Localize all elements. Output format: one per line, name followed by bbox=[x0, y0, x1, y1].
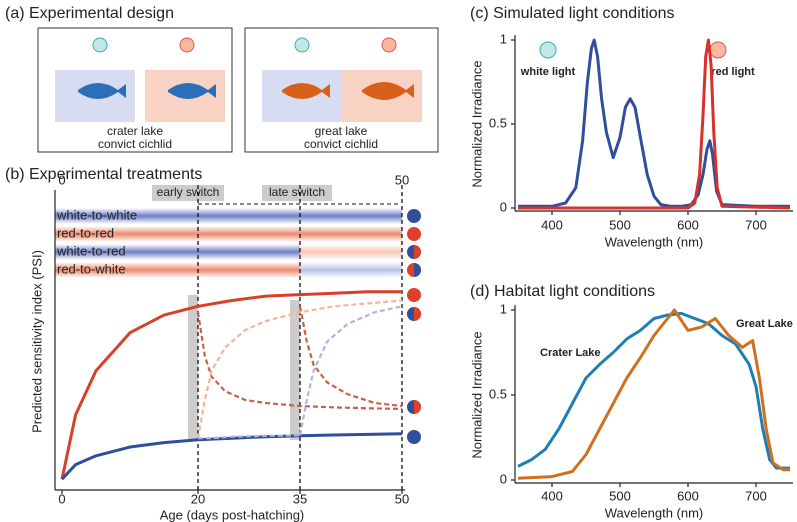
series-line bbox=[60, 432, 403, 481]
x-tick-label: 500 bbox=[609, 488, 631, 503]
group-label: great lake bbox=[315, 124, 368, 138]
annotation: Crater Lake bbox=[540, 347, 601, 359]
x-tick-label: 500 bbox=[609, 217, 631, 232]
series-line bbox=[518, 38, 790, 208]
y-tick-label: 1 bbox=[500, 31, 507, 46]
series-line bbox=[60, 290, 402, 480]
treatment-label: red-to-white bbox=[57, 261, 126, 276]
series-line bbox=[517, 311, 790, 470]
switch-band bbox=[290, 300, 300, 440]
design bbox=[37, 27, 439, 153]
panel-title: (a) Experimental design bbox=[5, 5, 174, 22]
treatment-label: white-to-white bbox=[56, 207, 137, 222]
switch-band bbox=[188, 295, 198, 440]
series-line bbox=[518, 38, 791, 210]
series-line bbox=[517, 308, 790, 480]
y-tick-label: 0.5 bbox=[489, 386, 507, 401]
x-tick-label: 400 bbox=[541, 217, 563, 232]
x-tick-label: 700 bbox=[745, 217, 767, 232]
y-tick-label: 0.5 bbox=[489, 115, 507, 130]
x-tick-label: 600 bbox=[677, 217, 699, 232]
group-label: crater lake bbox=[107, 124, 163, 138]
top-tick-label: 50 bbox=[395, 172, 409, 187]
annotation: Great Lake bbox=[736, 318, 793, 330]
annotation: early switch bbox=[157, 185, 220, 199]
x-axis-label: Wavelength (nm) bbox=[605, 234, 704, 249]
x-tick-label: 20 bbox=[191, 491, 205, 506]
treatment-bars bbox=[55, 208, 402, 278]
series-line bbox=[198, 434, 301, 440]
y-axis-label: Normalized Irradiance bbox=[469, 60, 484, 187]
annotation: red light bbox=[711, 66, 755, 78]
panel-title: (b) Experimental treatments bbox=[5, 166, 202, 183]
treatment-label: white-to-red bbox=[56, 243, 126, 258]
series-line bbox=[298, 305, 403, 436]
group-label: convict cichlid bbox=[304, 137, 378, 151]
x-tick-label: 600 bbox=[677, 488, 699, 503]
y-tick-label: 0 bbox=[500, 471, 507, 486]
x-tick-label: 50 bbox=[395, 491, 409, 506]
y-tick-label: 0 bbox=[500, 199, 507, 214]
group-label: convict cichlid bbox=[98, 137, 172, 151]
x-tick-label: 700 bbox=[745, 488, 767, 503]
x-axis-label: Wavelength (nm) bbox=[605, 505, 704, 520]
y-tick-label: 1 bbox=[500, 301, 507, 316]
annotation: white light bbox=[520, 66, 576, 78]
series-line bbox=[298, 306, 403, 408]
top-tick-label: 0 bbox=[58, 172, 65, 187]
x-tick-label: 400 bbox=[541, 488, 563, 503]
x-tick-label: 35 bbox=[293, 491, 307, 506]
annotation-box bbox=[262, 185, 332, 201]
panel-title: (d) Habitat light conditions bbox=[470, 283, 655, 300]
y-axis-label: Normalized Irradiance bbox=[469, 331, 484, 458]
x-tick-label: 0 bbox=[58, 491, 65, 506]
y-axis-label: Predicted sensitivity index (PSI) bbox=[29, 250, 44, 433]
treatment-label: red-to-red bbox=[57, 225, 114, 240]
annotation: late switch bbox=[269, 185, 325, 199]
panel-title: (c) Simulated light conditions bbox=[470, 5, 675, 22]
treatment-icons bbox=[407, 209, 421, 444]
x-axis-label: Age (days post-hatching) bbox=[160, 507, 305, 522]
annotation-box bbox=[152, 185, 224, 201]
bulb-icons bbox=[539, 41, 727, 59]
